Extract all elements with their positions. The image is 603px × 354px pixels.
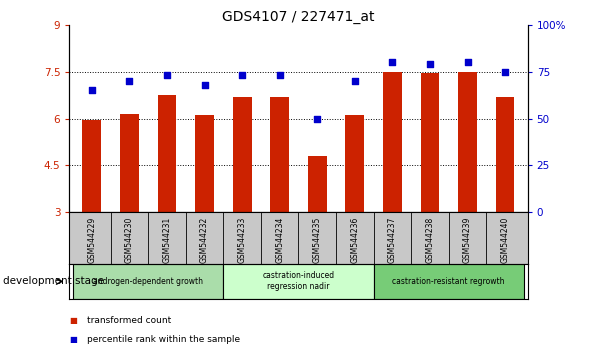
Bar [458,72,477,212]
Text: GSM544238: GSM544238 [426,217,434,263]
Text: GSM544231: GSM544231 [163,217,171,263]
Point [125,78,134,84]
Point [275,73,285,78]
Title: GDS4107 / 227471_at: GDS4107 / 227471_at [223,10,374,24]
Point [87,87,96,93]
Text: transformed count: transformed count [87,316,172,325]
Text: GSM544237: GSM544237 [388,217,397,263]
Text: percentile rank within the sample: percentile rank within the sample [87,335,241,344]
Point [312,116,322,121]
Bar [157,95,177,212]
Text: GSM544239: GSM544239 [463,217,472,263]
Bar [83,120,101,212]
Text: GSM544233: GSM544233 [238,217,247,263]
Point [238,73,247,78]
Point [500,69,510,74]
Point [162,73,172,78]
Text: GSM544236: GSM544236 [350,217,359,263]
Bar [233,97,251,212]
Text: GSM544235: GSM544235 [313,217,322,263]
Bar [223,264,374,299]
Text: GSM544234: GSM544234 [275,217,284,263]
Bar [270,97,289,212]
Bar [496,97,514,212]
Text: GSM544229: GSM544229 [87,217,96,263]
Text: GSM544230: GSM544230 [125,217,134,263]
Text: GSM544240: GSM544240 [500,217,510,263]
Point [463,59,472,65]
Bar [195,115,214,212]
Bar [308,156,327,212]
Bar [374,264,524,299]
Bar [120,114,139,212]
Text: development stage: development stage [3,276,104,286]
Point [425,61,435,67]
Text: GSM544232: GSM544232 [200,217,209,263]
Point [350,78,359,84]
Text: castration-induced
regression nadir: castration-induced regression nadir [262,272,335,291]
Bar [73,264,223,299]
Point [388,59,397,65]
Text: ■: ■ [69,335,77,344]
Text: castration-resistant regrowth: castration-resistant regrowth [393,277,505,286]
Text: androgen-dependent growth: androgen-dependent growth [93,277,203,286]
Bar [383,72,402,212]
Bar [346,115,364,212]
Point [200,82,209,88]
Text: ■: ■ [69,316,77,325]
Bar [420,73,440,212]
